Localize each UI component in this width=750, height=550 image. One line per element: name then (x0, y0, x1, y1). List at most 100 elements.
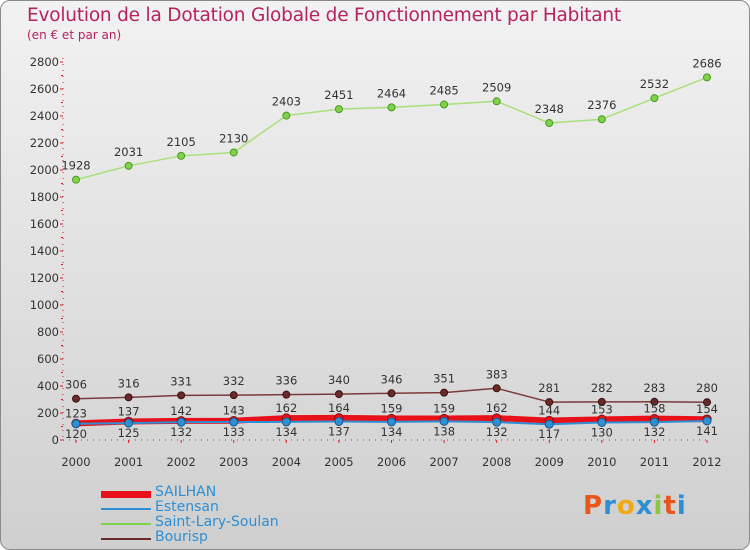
data-point-estensan (334, 417, 344, 427)
data-point-saint-lary-soulan (703, 73, 711, 82)
data-label-bourisp: 336 (275, 374, 297, 388)
data-point-estensan (387, 417, 396, 427)
y-tick-label: 0 (52, 433, 59, 447)
legend-label: SAILHAN (155, 484, 217, 500)
data-label-sailhan: 158 (643, 402, 665, 416)
logo-letter: r (603, 491, 617, 521)
data-label-saint-lary-soulan: 2031 (114, 145, 143, 159)
data-point-estensan (649, 417, 659, 427)
data-label-estensan: 138 (433, 424, 455, 438)
x-tick-label: 2012 (692, 455, 721, 469)
x-tick-label: 2003 (219, 455, 248, 469)
logo-letter: t (663, 491, 677, 521)
data-label-saint-lary-soulan: 2403 (272, 95, 301, 109)
data-label-saint-lary-soulan: 2532 (640, 77, 669, 91)
data-point-saint-lary-soulan (229, 148, 238, 157)
data-point-bourisp (440, 388, 449, 397)
data-label-saint-lary-soulan: 2451 (324, 88, 353, 102)
data-point-saint-lary-soulan (492, 97, 501, 106)
data-label-estensan: 132 (170, 425, 192, 439)
data-label-bourisp: 346 (381, 372, 403, 386)
data-label-bourisp: 316 (118, 376, 140, 390)
data-point-bourisp (124, 393, 133, 402)
data-label-sailhan: 159 (433, 402, 455, 416)
data-label-saint-lary-soulan: 1928 (61, 159, 90, 173)
data-point-bourisp (387, 389, 396, 398)
data-point-bourisp (72, 394, 80, 403)
data-label-bourisp: 306 (65, 378, 87, 392)
data-label-bourisp: 383 (486, 367, 508, 381)
proxiti-logo: Proxiti (583, 491, 687, 521)
data-label-saint-lary-soulan: 2348 (535, 102, 564, 116)
legend-swatch (101, 538, 151, 540)
data-point-estensan (281, 417, 291, 427)
data-point-estensan (544, 419, 554, 429)
data-point-saint-lary-soulan (334, 105, 343, 114)
data-label-estensan: 125 (118, 426, 140, 440)
data-point-saint-lary-soulan (124, 161, 133, 170)
data-point-bourisp (650, 397, 659, 406)
data-label-sailhan: 159 (381, 402, 403, 416)
data-label-estensan: 120 (65, 427, 87, 441)
data-label-sailhan: 162 (486, 401, 508, 415)
data-point-estensan (439, 416, 449, 426)
legend-item: Saint-Lary-Soulan (101, 514, 401, 531)
legend-label: Bourisp (155, 529, 208, 545)
data-label-estensan: 137 (328, 425, 350, 439)
x-tick-label: 2001 (114, 455, 143, 469)
logo-letter: i (676, 491, 687, 521)
y-tick-label: 2600 (30, 82, 59, 96)
data-label-sailhan: 162 (275, 401, 297, 415)
data-point-saint-lary-soulan (440, 100, 449, 109)
legend-label: Saint-Lary-Soulan (155, 514, 279, 530)
data-label-sailhan: 137 (118, 405, 140, 419)
data-point-bourisp (703, 398, 711, 407)
data-point-saint-lary-soulan (387, 103, 396, 112)
logo-letter: x (635, 491, 654, 521)
y-tick-label: 2800 (30, 55, 59, 69)
x-tick-label: 2004 (272, 455, 301, 469)
data-label-saint-lary-soulan: 2105 (167, 135, 196, 149)
legend-swatch (101, 490, 151, 498)
logo-letter: P (583, 491, 604, 521)
data-label-saint-lary-soulan: 2509 (482, 80, 511, 94)
data-point-saint-lary-soulan (545, 119, 554, 128)
x-tick-label: 2002 (167, 455, 196, 469)
data-label-bourisp: 340 (328, 373, 350, 387)
x-tick-label: 2011 (640, 455, 669, 469)
data-label-estensan: 141 (696, 424, 718, 438)
y-tick-label: 1600 (30, 217, 59, 231)
data-label-sailhan: 143 (223, 404, 245, 418)
data-label-estensan: 132 (643, 425, 665, 439)
data-label-estensan: 117 (538, 427, 560, 441)
y-tick-label: 1200 (30, 271, 59, 285)
data-label-saint-lary-soulan: 2485 (429, 84, 458, 98)
legend-item: SAILHAN (101, 484, 401, 501)
data-point-saint-lary-soulan (650, 94, 659, 103)
chart-legend: SAILHAN Estensan Saint-Lary-Soulan Bourisp (101, 484, 401, 546)
data-label-bourisp: 351 (433, 372, 455, 386)
data-label-estensan: 134 (381, 425, 403, 439)
x-tick-label: 2000 (61, 455, 90, 469)
data-point-estensan (176, 417, 186, 427)
data-point-estensan (71, 419, 81, 429)
data-label-sailhan: 123 (65, 406, 87, 420)
data-point-saint-lary-soulan (72, 175, 80, 184)
data-label-sailhan: 154 (696, 402, 718, 416)
data-label-estensan: 130 (591, 425, 613, 439)
data-point-bourisp (334, 390, 343, 399)
x-tick-label: 2009 (535, 455, 564, 469)
data-label-bourisp: 332 (223, 374, 245, 388)
data-point-estensan (124, 418, 134, 428)
data-label-estensan: 132 (486, 425, 508, 439)
data-label-bourisp: 280 (696, 381, 718, 395)
legend-label: Estensan (155, 499, 219, 515)
data-label-saint-lary-soulan: 2130 (219, 131, 248, 145)
data-point-estensan (702, 416, 712, 426)
y-tick-label: 1000 (30, 298, 59, 312)
data-point-bourisp (177, 391, 186, 400)
y-tick-label: 1400 (30, 244, 59, 258)
x-tick-label: 2005 (324, 455, 353, 469)
